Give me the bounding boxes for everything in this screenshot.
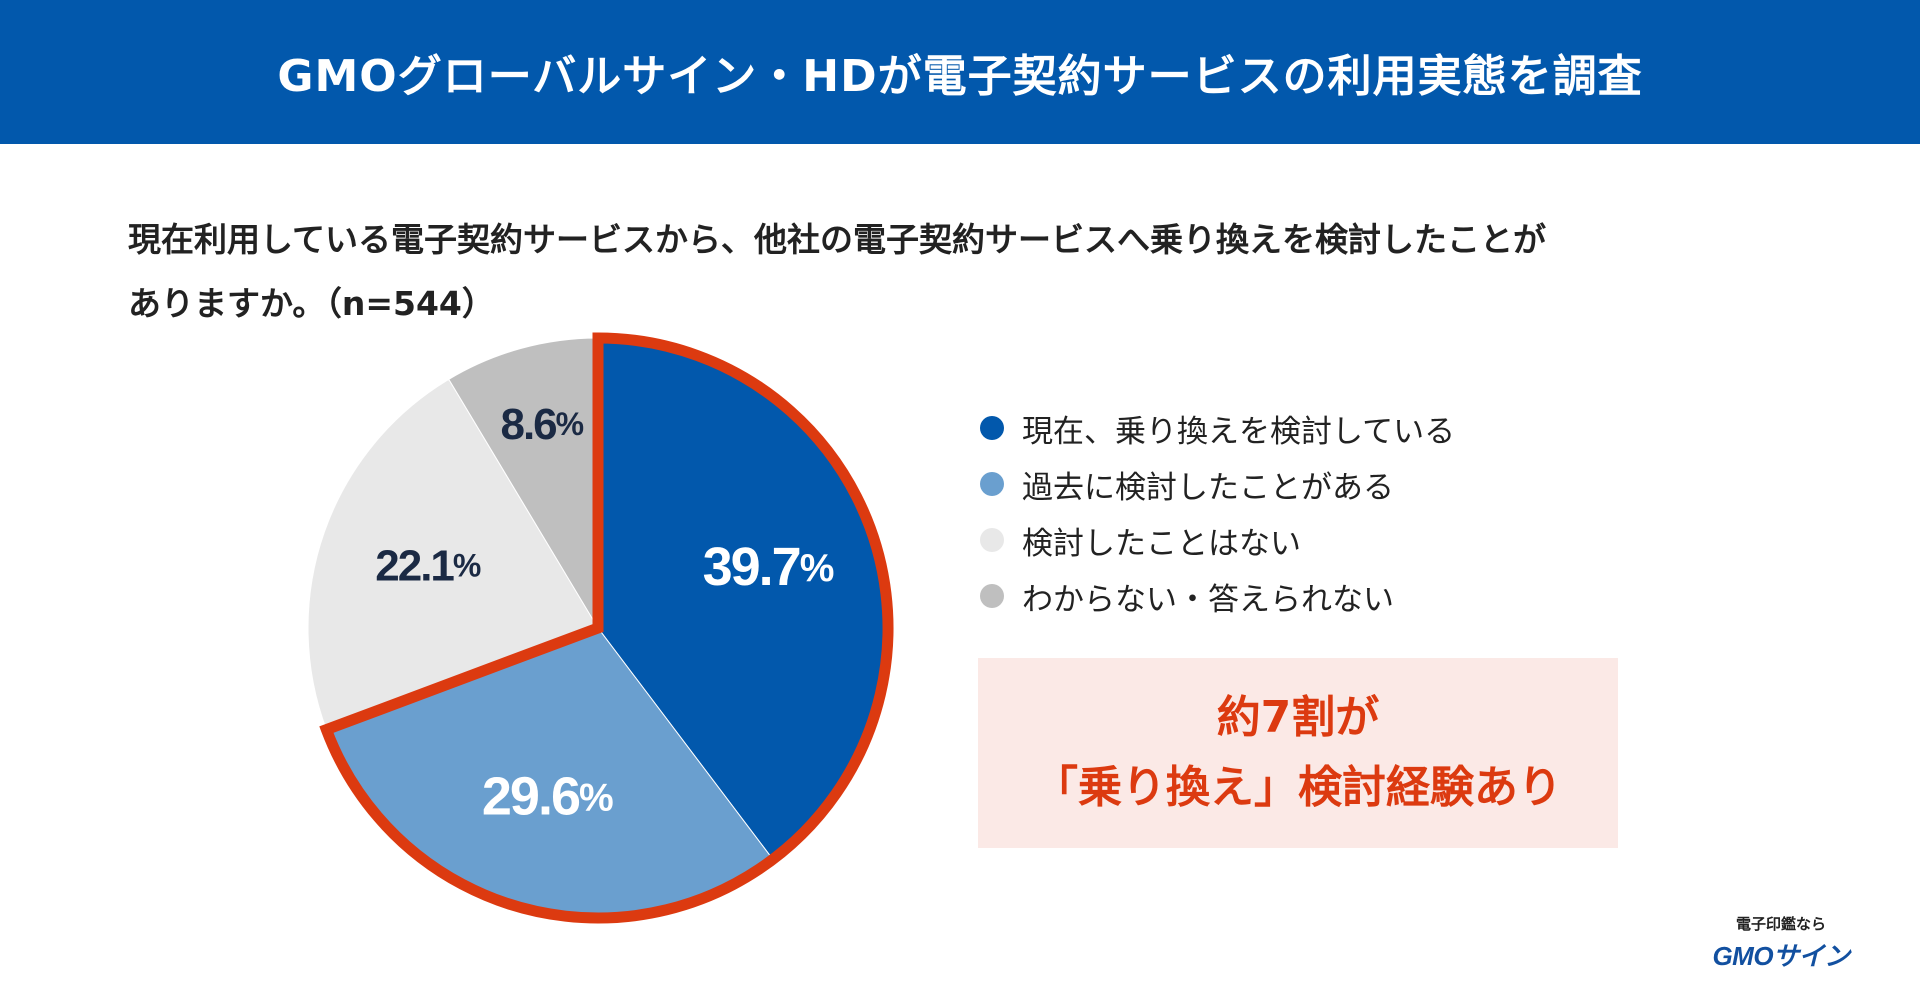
- survey-question-line-2: ありますか。（n=544）: [128, 284, 495, 323]
- legend-dot-past: [980, 472, 1004, 496]
- legend-dot-never: [980, 528, 1004, 552]
- chart-legend: 現在、乗り換えを検討している 過去に検討したことがある 検討したことはない わか…: [980, 400, 1455, 624]
- header-bar: GMOグローバルサイン・HDが電子契約サービスの利用実態を調査: [0, 0, 1920, 144]
- legend-label-past: 過去に検討したことがある: [1022, 469, 1394, 506]
- survey-question: 現在利用している電子契約サービスから、他社の電子契約サービスへ乗り換えを検討した…: [128, 208, 1828, 336]
- brand-tagline: 電子印鑑なら: [1735, 915, 1826, 933]
- brand-logo: 電子印鑑なら GMOサイン: [1686, 913, 1876, 973]
- legend-item-never: 検討したことはない: [980, 512, 1455, 568]
- pie-label-past: 29.6%: [482, 767, 614, 827]
- legend-label-current: 現在、乗り換えを検討している: [1022, 413, 1456, 450]
- legend-label-unknown: わからない・答えられない: [1022, 581, 1394, 618]
- legend-item-current: 現在、乗り換えを検討している: [980, 400, 1455, 456]
- pie-label-unknown: 8.6%: [500, 399, 584, 448]
- legend-dot-unknown: [980, 584, 1004, 608]
- brand-name: GMOサイン: [1712, 941, 1850, 971]
- pie-label-current: 39.7%: [703, 537, 835, 597]
- callout-line-2: 「乗り換え」検討経験あり: [1034, 762, 1562, 813]
- legend-label-never: 検討したことはない: [1022, 525, 1301, 562]
- pie-slice-unknown: [448, 337, 599, 630]
- survey-question-line-1: 現在利用している電子契約サービスから、他社の電子契約サービスへ乗り換えを検討した…: [128, 220, 1547, 259]
- legend-item-unknown: わからない・答えられない: [980, 568, 1455, 624]
- pie-slice-never: [307, 378, 599, 731]
- pie-highlight-outline: [319, 332, 894, 924]
- legend-dot-current: [980, 416, 1004, 440]
- highlight-callout: 約7割が 「乗り換え」検討経験あり: [978, 658, 1618, 848]
- pie-label-never: 22.1%: [375, 541, 481, 590]
- page-title: GMOグローバルサイン・HDが電子契約サービスの利用実態を調査: [277, 51, 1643, 102]
- callout-line-1: 約7割が: [1216, 692, 1380, 743]
- legend-item-past: 過去に検討したことがある: [980, 456, 1455, 512]
